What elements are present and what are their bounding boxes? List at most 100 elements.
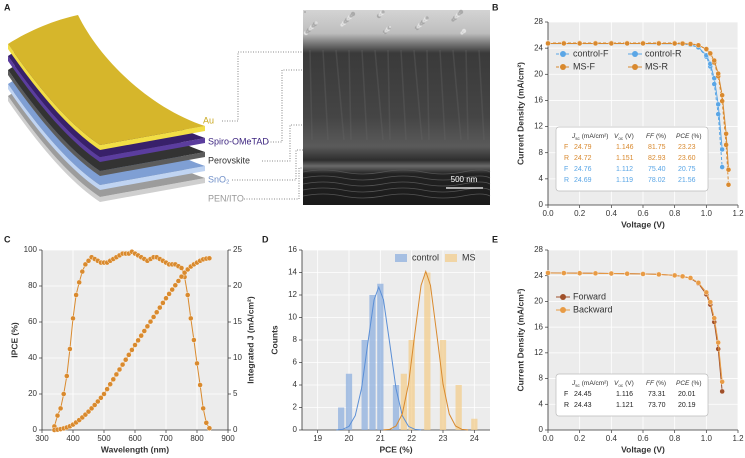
sem-grain [314, 21, 318, 25]
data-point [592, 270, 599, 277]
y-tick-label: 16 [288, 245, 297, 254]
y-tick-label: 20 [534, 69, 543, 78]
bar [345, 373, 353, 430]
table-header: PCE (%) [676, 380, 701, 387]
x-tick-label: 400 [66, 434, 80, 443]
panel-letter: C [4, 234, 11, 244]
sem-streak [322, 49, 329, 141]
data-point [703, 46, 710, 52]
data-point [695, 280, 702, 286]
data-point [723, 142, 729, 148]
legend-label: MS [462, 252, 476, 262]
header-unit: (mA/cm²) [582, 380, 609, 387]
bar [392, 385, 400, 430]
data-point [119, 361, 126, 368]
x-tick-label: 900 [221, 434, 235, 443]
y-tick-label: 16 [534, 322, 543, 331]
data-point [191, 337, 197, 343]
table-cell: 24.72 [574, 155, 592, 162]
y2-tick-label: 15 [233, 317, 242, 326]
y-tick-label: 8 [539, 374, 544, 383]
x-tick-label: 0.0 [542, 209, 554, 218]
data-point [719, 388, 725, 395]
x-tick-label: 300 [35, 434, 49, 443]
x-tick-label: 1.0 [701, 209, 713, 218]
data-point [608, 40, 615, 47]
sem-wave [302, 181, 491, 187]
bar [471, 418, 478, 430]
y-tick-label: 20 [534, 297, 543, 306]
data-point [671, 40, 678, 47]
sem-streak [478, 49, 485, 141]
header-subscript: sc [575, 383, 580, 388]
data-point [79, 268, 86, 275]
bar [424, 272, 431, 430]
table-cell: 21.56 [678, 177, 696, 184]
data-point [715, 101, 721, 108]
data-point [73, 292, 79, 298]
data-point [640, 271, 646, 277]
table-cell: 20.01 [678, 391, 696, 398]
y-tick-label: 6 [293, 358, 298, 367]
data-point [184, 292, 191, 298]
data-point [671, 272, 678, 279]
y-tick-label: 14 [288, 268, 297, 277]
fit-curve [336, 285, 422, 431]
data-point [545, 40, 551, 47]
y-tick-label: 12 [534, 122, 543, 131]
data-point [707, 50, 713, 57]
panel-letter: A [4, 2, 11, 12]
data-point [719, 146, 725, 153]
sem-streak [348, 49, 352, 141]
data-point [88, 405, 95, 412]
x-tick-label: 0.6 [637, 434, 649, 443]
sem-streak [400, 49, 407, 141]
legend-marker [632, 51, 638, 57]
data-point [67, 346, 73, 352]
layer-label: Au [203, 115, 214, 125]
sem-streak [387, 49, 391, 141]
table-header: PCE (%) [676, 133, 701, 140]
data-point [561, 40, 567, 47]
table-cell: 24.69 [574, 177, 592, 184]
data-point [126, 352, 132, 358]
x-tick-label: 0.2 [574, 209, 586, 218]
sem-grain [304, 11, 306, 13]
bar [408, 340, 415, 430]
x-tick-label: 21 [376, 434, 385, 443]
layer-edge [8, 70, 205, 176]
sem-wave [302, 187, 491, 193]
y-tick-label: 10 [288, 313, 297, 322]
y-tick-label: 4 [293, 380, 298, 389]
data-point [104, 386, 110, 392]
data-point [711, 315, 717, 321]
table-cell: 78.02 [648, 177, 666, 184]
sem-streak [335, 49, 345, 141]
data-point [703, 289, 710, 296]
panel-letter: E [492, 234, 498, 244]
table-cell: 24.45 [574, 391, 592, 398]
table-header: Jsc (mA/cm²) [571, 133, 608, 141]
layer-label: PEN/ITO [208, 193, 244, 203]
y-axis-title: IPCE (%) [9, 322, 19, 358]
table-cell: 1.121 [616, 402, 634, 409]
legend-marker [560, 64, 566, 70]
x-tick-label: 0.8 [669, 434, 681, 443]
device-stack [8, 15, 205, 202]
sem-grain [381, 10, 385, 14]
sem-streak [439, 49, 446, 141]
sem-wave [302, 169, 491, 175]
table-cell: 1.112 [616, 166, 633, 173]
bar [369, 295, 376, 430]
sem-streak [374, 49, 384, 141]
y-tick-label: 0 [539, 200, 544, 209]
sem-streak [452, 49, 462, 141]
header-subscript: sc [575, 136, 580, 141]
data-point [138, 332, 144, 339]
data-point [122, 357, 129, 363]
bar [377, 283, 384, 430]
layer-edge [8, 96, 205, 202]
sem-wave [302, 175, 491, 181]
table-cell: 20.75 [678, 166, 696, 173]
x-tick-label: 0.8 [669, 209, 681, 218]
